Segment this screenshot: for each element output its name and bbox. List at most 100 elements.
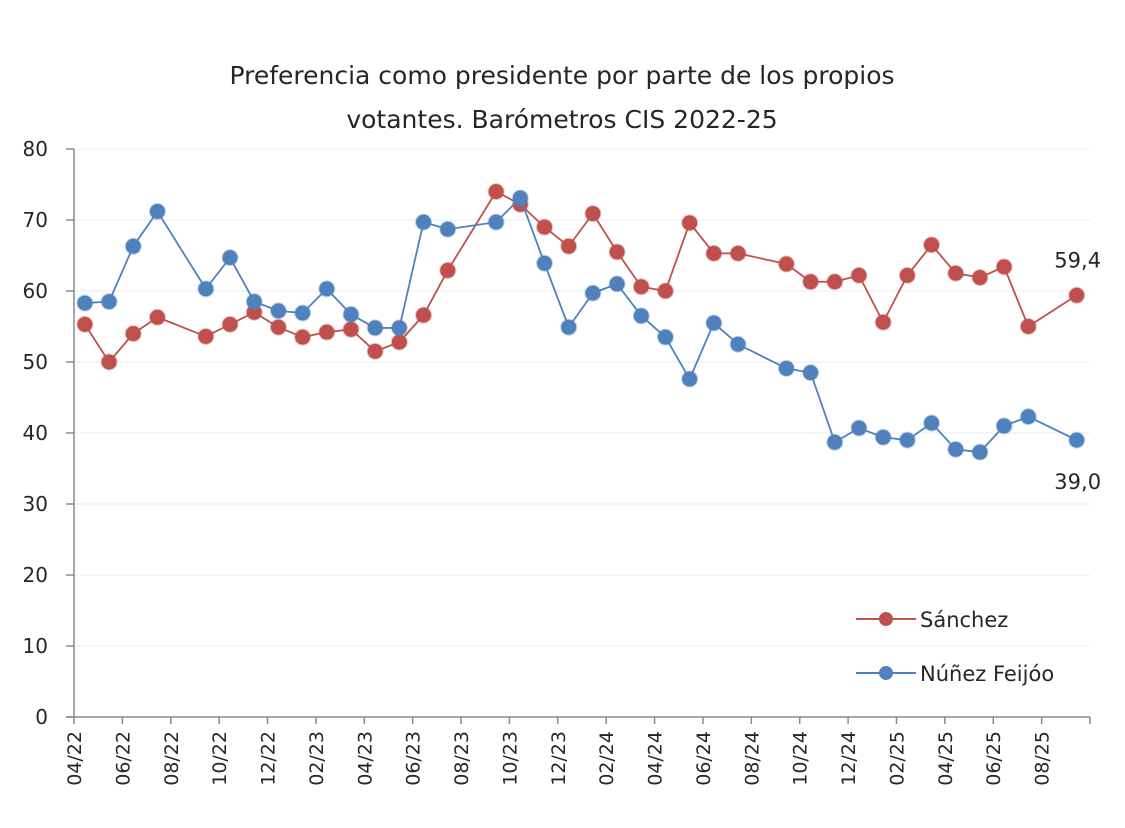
legend-marker-feijoo [879,666,893,680]
legend-item-feijoo: Núñez Feijóo [856,662,1054,686]
end-label-feijoo: 39,0 [1054,470,1101,494]
data-point [415,306,433,324]
data-point [124,325,142,343]
chart-title: Preferencia como presidente por parte de… [229,61,894,134]
data-point [415,213,433,231]
data-point [850,266,868,284]
data-point [705,244,723,262]
x-tick-label: 08/25 [1032,731,1054,786]
data-point [148,202,166,220]
series-sanchez [76,183,1086,371]
data-point [536,218,554,236]
data-point [487,183,505,201]
x-tick-label: 12/23 [548,731,570,786]
data-point [656,328,674,346]
data-point [366,319,384,337]
data-point [197,280,215,298]
x-tick-label: 06/23 [403,731,425,786]
x-axis: 04/22 06/22 08/22 10/22 12/22 02/23 04/23 06/23… [64,716,1091,786]
data-point [269,318,287,336]
y-tick-label: 0 [35,705,48,729]
data-point [560,237,578,255]
x-tick-label: 10/24 [790,731,812,786]
data-point [729,335,747,353]
data-point [390,333,408,351]
gridlines [74,148,1090,647]
data-point [947,440,965,458]
y-tick-label: 60 [23,279,48,303]
data-point [1019,408,1037,426]
data-point [584,205,602,223]
x-tick-label: 06/25 [983,731,1005,786]
data-point [971,269,989,287]
end-label-sanchez: 59,4 [1054,248,1101,272]
data-point [826,273,844,291]
data-point [923,236,941,254]
series-layer [76,183,1086,461]
data-point [995,417,1013,435]
x-tick-label: 06/24 [693,731,715,786]
legend-marker-sanchez [879,612,893,626]
data-point [874,313,892,331]
x-tick-label: 08/22 [161,731,183,786]
legend-item-sanchez: Sánchez [856,608,1008,632]
data-point [245,293,263,311]
y-tick-label: 30 [23,492,48,516]
chart-title-line-2: votantes. Barómetros CIS 2022-25 [346,105,777,134]
data-point [536,254,554,272]
data-point [511,189,529,207]
legend-label-sanchez: Sánchez [920,608,1008,632]
data-point [802,273,820,291]
chart-title-line-1: Preferencia como presidente por parte de… [229,61,894,90]
data-point [318,323,336,341]
data-point [802,364,820,382]
x-tick-label: 02/23 [306,731,328,786]
data-point [874,428,892,446]
data-point [898,266,916,284]
data-point [269,302,287,320]
x-tick-label: 08/23 [451,731,473,786]
data-point [826,433,844,451]
data-point [318,280,336,298]
data-point [705,314,723,332]
data-point [342,305,360,323]
data-point [124,237,142,255]
legend-label-feijoo: Núñez Feijóo [920,662,1054,686]
data-point [390,319,408,337]
data-point [584,284,602,302]
y-axis: 0 10 20 30 40 50 60 70 80 [23,137,75,729]
x-tick-label: 04/22 [64,731,86,786]
x-tick-label: 04/25 [935,731,957,786]
x-tick-label: 04/24 [645,731,667,786]
data-point [729,244,747,262]
data-point [1019,318,1037,335]
data-point [197,327,215,345]
x-tick-label: 10/23 [499,731,521,786]
x-tick-label: 12/24 [838,731,860,786]
data-point [995,258,1013,276]
data-point [632,307,650,325]
x-tick-label: 08/24 [741,731,763,786]
legend: Sánchez Núñez Feijóo [856,608,1054,686]
data-point [76,294,94,312]
data-point [294,328,312,346]
data-point [608,243,626,261]
y-tick-label: 20 [23,563,48,587]
data-point [439,261,457,279]
series-feijoo [76,189,1086,461]
data-point [947,264,965,282]
data-point [148,308,166,326]
data-point [681,214,699,232]
data-point [681,370,699,388]
x-tick-label: 02/25 [886,731,908,786]
x-tick-label: 12/22 [258,731,280,786]
data-point [971,443,989,461]
data-point [1068,431,1086,449]
data-point [76,315,94,333]
y-tick-label: 80 [23,137,48,161]
y-tick-label: 40 [23,421,48,445]
data-point [487,213,505,231]
data-point [100,353,118,371]
y-tick-label: 50 [23,350,48,374]
data-point [100,293,118,311]
